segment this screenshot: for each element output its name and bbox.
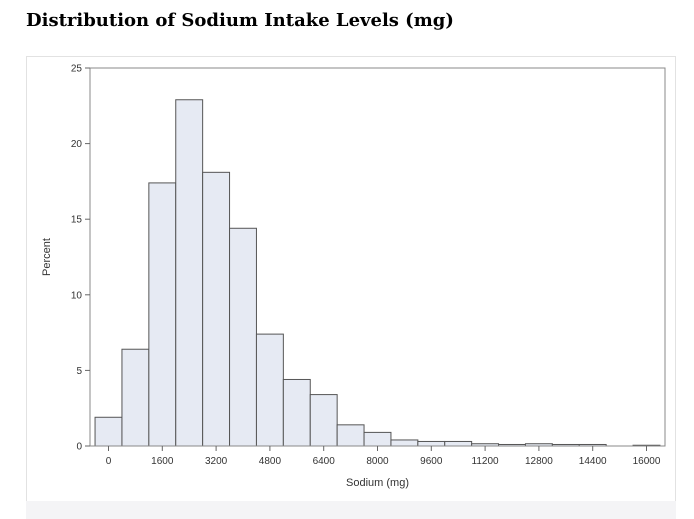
x-axis: 0 1600 3200 4800 6400 8000 9600 11200 12800 14400… (106, 446, 661, 467)
x-tick-label: 1600 (151, 456, 174, 467)
x-tick-label: 14400 (579, 456, 607, 467)
histogram-bar (363, 431, 392, 447)
x-tick-label: 6400 (313, 456, 336, 467)
x-tick-label: 8000 (366, 456, 389, 467)
histogram-bar (255, 333, 284, 447)
histogram-bar (282, 378, 311, 447)
x-tick-label: 9600 (420, 456, 443, 467)
x-tick-label: 0 (106, 456, 112, 467)
bars-group (94, 99, 661, 447)
y-tick-label: 0 (76, 442, 82, 453)
y-tick-label: 15 (71, 215, 83, 226)
histogram-bar (309, 394, 338, 447)
x-tick-label: 3200 (205, 456, 228, 467)
histogram-bar (94, 416, 123, 447)
histogram-bar (148, 182, 177, 447)
x-tick-label: 4800 (259, 456, 282, 467)
y-tick-label: 20 (71, 139, 83, 150)
y-axis: 0 5 10 15 20 25 (71, 64, 90, 453)
x-tick-label: 11200 (472, 456, 500, 467)
histogram-bar (417, 440, 446, 447)
histogram-bar (336, 424, 365, 447)
y-tick-label: 5 (76, 366, 82, 377)
y-axis-label: Percent (41, 238, 53, 276)
histogram-bar (121, 348, 150, 447)
x-tick-label: 12800 (525, 456, 553, 467)
histogram-bar (390, 439, 419, 447)
x-axis-label: Sodium (mg) (346, 477, 409, 489)
histogram-bar (444, 440, 473, 447)
chart-title: Distribution of Sodium Intake Levels (mg… (26, 10, 454, 31)
chart-footer-band (26, 501, 676, 519)
histogram-bar (229, 227, 257, 447)
histogram-bar (202, 171, 231, 447)
y-tick-label: 25 (71, 64, 83, 75)
y-tick-label: 10 (71, 290, 83, 301)
histogram-bar (175, 99, 204, 447)
x-tick-label: 16000 (633, 456, 661, 467)
